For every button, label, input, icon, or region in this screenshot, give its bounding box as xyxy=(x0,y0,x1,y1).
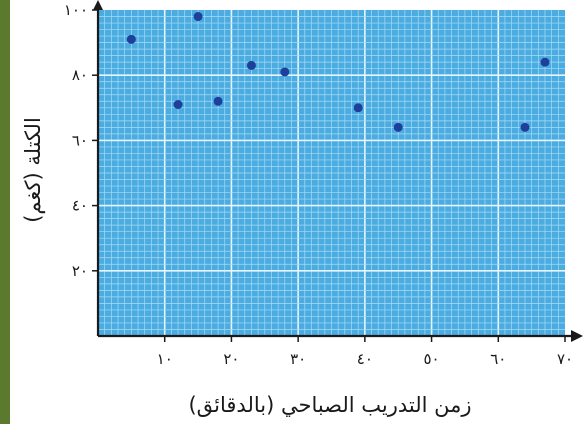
x-axis-title: زمن التدريب الصباحي (بالدقائق) xyxy=(188,393,471,417)
chart-grid xyxy=(98,10,565,336)
scatter-point xyxy=(126,34,136,44)
y-tick-label: ١٠٠ xyxy=(64,1,88,19)
left-edge-strip xyxy=(0,0,10,424)
y-tick-label: ٤٠ xyxy=(72,197,88,215)
scatter-point xyxy=(193,12,203,22)
scatter-point xyxy=(520,122,530,132)
x-tick-label: ٦٠ xyxy=(490,350,506,368)
scatter-point xyxy=(173,100,183,110)
scatter-point xyxy=(353,103,363,113)
scatter-point xyxy=(280,67,290,77)
scatter-point xyxy=(213,96,223,106)
y-axis-title: الكتلة (كغم) xyxy=(21,117,46,223)
y-axis-arrow xyxy=(93,0,103,10)
x-tick-label: ٥٠ xyxy=(424,350,440,368)
x-axis-arrow xyxy=(571,330,583,342)
x-tick-label: ٢٠ xyxy=(223,350,239,368)
x-tick-label: ١٠ xyxy=(157,350,173,368)
scatter-point xyxy=(393,122,403,132)
x-tick-label: ٤٠ xyxy=(357,350,373,368)
x-tick-label: ٣٠ xyxy=(290,350,306,368)
scatter-point xyxy=(540,57,550,67)
y-tick-label: ٨٠ xyxy=(72,66,88,84)
scatter-point xyxy=(246,60,256,70)
x-tick-label: ٧٠ xyxy=(557,350,573,368)
y-tick-label: ٢٠ xyxy=(72,262,88,280)
y-tick-label: ٦٠ xyxy=(72,131,88,149)
